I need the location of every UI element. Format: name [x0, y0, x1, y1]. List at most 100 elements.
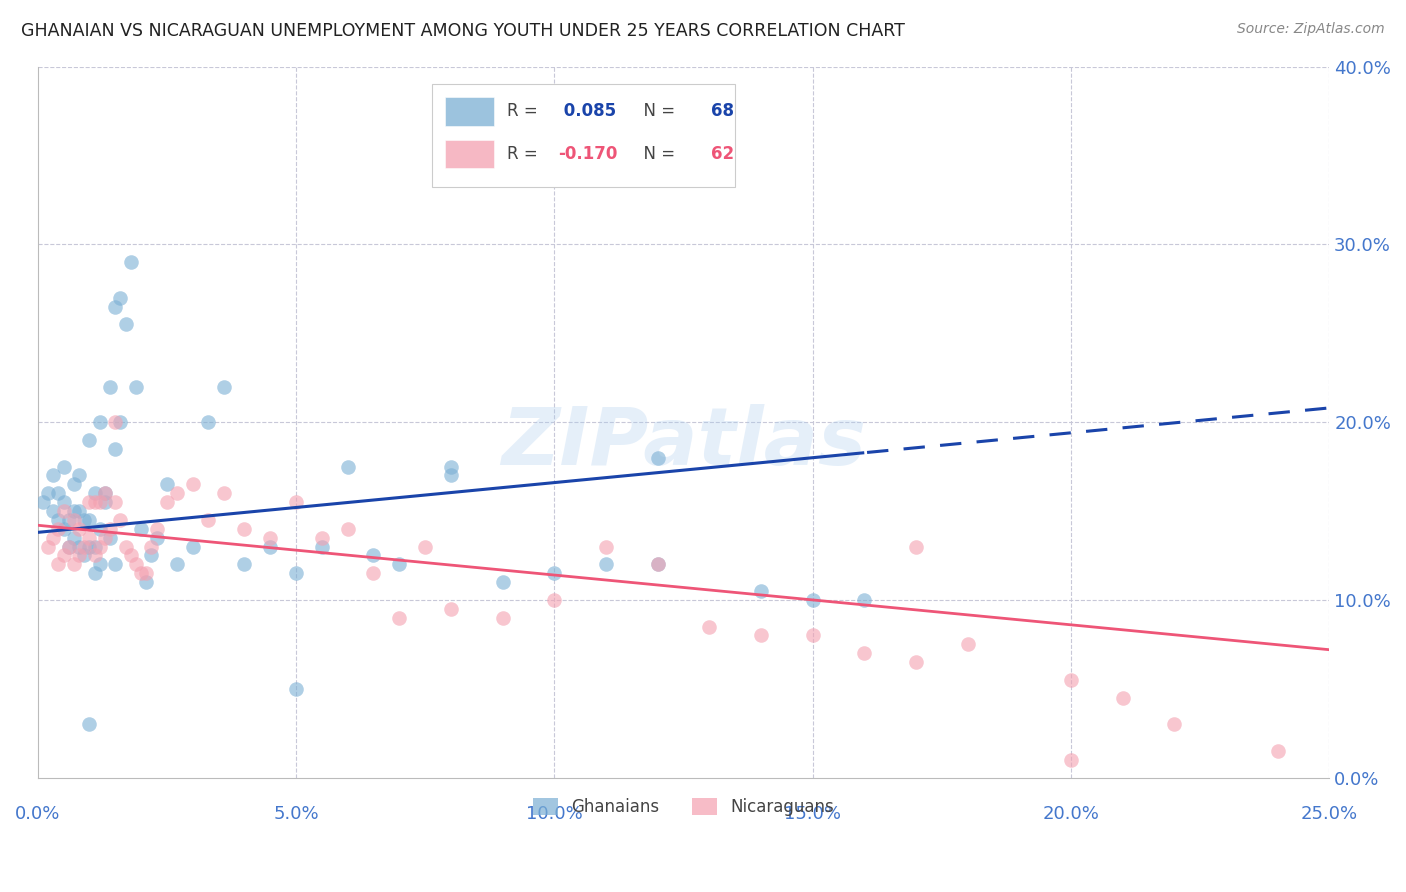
Point: [1267, 744, 1289, 758]
Point: [647, 558, 669, 572]
Point: [156, 477, 179, 491]
Point: [104, 300, 127, 314]
Point: [79, 717, 101, 731]
Text: 5.0%: 5.0%: [273, 805, 319, 823]
Point: [440, 468, 463, 483]
Point: [94, 531, 117, 545]
Point: [110, 415, 132, 429]
Text: R =: R =: [506, 103, 543, 120]
Point: [145, 531, 167, 545]
Point: [125, 558, 148, 572]
Point: [543, 593, 565, 607]
Point: [647, 558, 669, 572]
Point: [52, 549, 75, 563]
Text: 10.0%: 10.0%: [526, 805, 582, 823]
Point: [104, 558, 127, 572]
Text: N =: N =: [633, 103, 681, 120]
Point: [73, 513, 96, 527]
Text: 0.0%: 0.0%: [15, 805, 60, 823]
Point: [67, 522, 90, 536]
Point: [1060, 753, 1083, 767]
Point: [63, 513, 86, 527]
Point: [58, 540, 80, 554]
Point: [89, 540, 111, 554]
Text: 20.0%: 20.0%: [1042, 805, 1099, 823]
Point: [285, 681, 308, 696]
Point: [233, 558, 256, 572]
Point: [104, 442, 127, 456]
Point: [67, 468, 90, 483]
Point: [98, 531, 121, 545]
Text: 15.0%: 15.0%: [785, 805, 841, 823]
Point: [336, 522, 359, 536]
Point: [156, 495, 179, 509]
Point: [110, 291, 132, 305]
Point: [212, 486, 235, 500]
Point: [83, 486, 105, 500]
Point: [697, 130, 720, 145]
Point: [904, 655, 927, 669]
Point: [801, 628, 824, 642]
Point: [120, 255, 142, 269]
Point: [52, 504, 75, 518]
Point: [1163, 717, 1185, 731]
Point: [94, 486, 117, 500]
Point: [110, 513, 132, 527]
Point: [543, 566, 565, 581]
Text: 0.085: 0.085: [558, 103, 616, 120]
Point: [363, 549, 385, 563]
Point: [388, 610, 411, 624]
Point: [83, 495, 105, 509]
Point: [212, 379, 235, 393]
Point: [73, 540, 96, 554]
Text: 68: 68: [710, 103, 734, 120]
Point: [58, 513, 80, 527]
Point: [89, 522, 111, 536]
Point: [595, 558, 617, 572]
Point: [58, 540, 80, 554]
Point: [956, 637, 979, 651]
Point: [388, 558, 411, 572]
Point: [697, 619, 720, 633]
Point: [114, 318, 136, 332]
Point: [79, 531, 101, 545]
Point: [1111, 690, 1133, 705]
Point: [98, 522, 121, 536]
Point: [336, 459, 359, 474]
FancyBboxPatch shape: [432, 85, 735, 187]
Point: [48, 558, 70, 572]
Point: [37, 486, 59, 500]
Point: [363, 566, 385, 581]
Point: [67, 549, 90, 563]
Point: [114, 540, 136, 554]
Point: [63, 558, 86, 572]
Point: [83, 566, 105, 581]
Point: [492, 610, 515, 624]
Point: [37, 540, 59, 554]
Point: [31, 495, 53, 509]
Point: [52, 459, 75, 474]
FancyBboxPatch shape: [444, 97, 494, 126]
Point: [749, 628, 772, 642]
Point: [104, 495, 127, 509]
Point: [492, 575, 515, 590]
Point: [129, 566, 152, 581]
Point: [135, 575, 157, 590]
Point: [801, 593, 824, 607]
Point: [166, 558, 188, 572]
Point: [63, 477, 86, 491]
Point: [749, 584, 772, 599]
Text: -0.170: -0.170: [558, 145, 617, 163]
Point: [98, 379, 121, 393]
Point: [67, 504, 90, 518]
Point: [79, 513, 101, 527]
Point: [1060, 673, 1083, 687]
Legend: Ghanaians, Nicaraguans: Ghanaians, Nicaraguans: [526, 791, 841, 822]
Point: [48, 513, 70, 527]
Point: [67, 540, 90, 554]
Point: [89, 495, 111, 509]
FancyBboxPatch shape: [444, 140, 494, 169]
Point: [311, 531, 333, 545]
Point: [42, 468, 65, 483]
Point: [94, 486, 117, 500]
